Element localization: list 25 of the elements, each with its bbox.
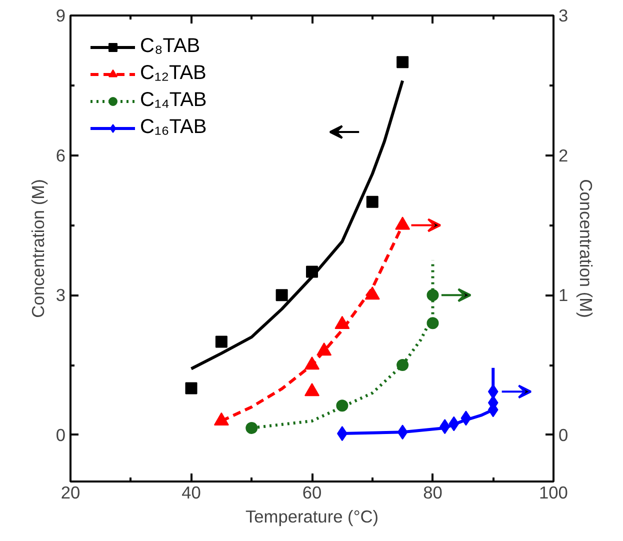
point [366,196,378,208]
legend-label: C₁₄TAB [140,89,207,112]
point [396,56,409,68]
y2-tick-label: 3 [558,6,568,26]
point [185,382,198,394]
point [215,336,228,348]
x-tick-label: 80 [423,482,442,502]
x-tick-label: 20 [60,482,80,502]
legend-label: C₁₆TAB [140,116,207,139]
y-tick-label: 0 [56,424,66,445]
y2-tick-label: 0 [558,424,568,445]
y2-axis-title: Concentration (M) [576,179,596,318]
y-tick-label: 9 [56,6,66,26]
legend-label: C₁₂TAB [140,62,206,85]
y-tick-label: 3 [56,285,66,306]
x-tick-label: 40 [182,482,201,502]
point [276,289,288,302]
y-tick-label: 6 [56,145,66,166]
y2-tick-label: 1 [558,285,568,306]
x-tick-label: 100 [539,482,568,502]
x-tick-label: 60 [302,482,322,502]
legend-label: C₈TAB [140,35,200,58]
y2-tick-label: 2 [558,145,568,166]
x-axis-title: Temperature (°C) [245,506,379,526]
y-axis-title: Concentration (M) [28,179,48,318]
